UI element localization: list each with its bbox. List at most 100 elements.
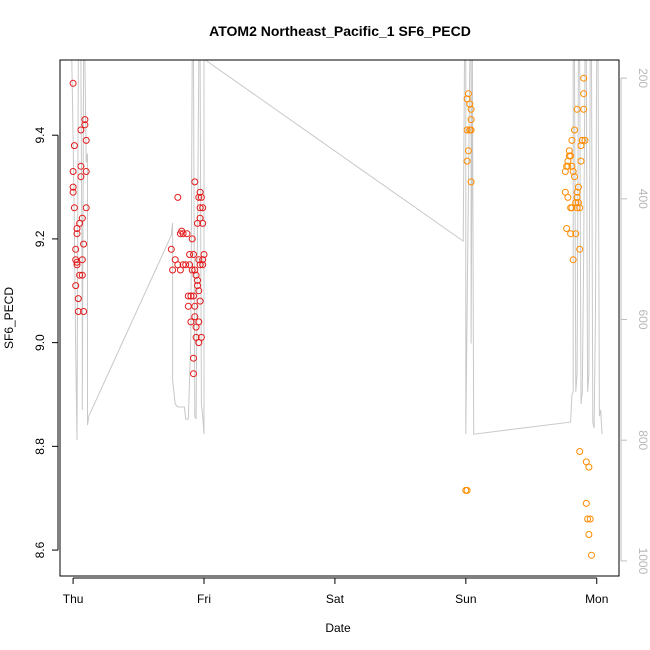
data-point: [574, 199, 582, 207]
data-point: [196, 297, 204, 305]
data-point: [184, 292, 192, 300]
data-point: [564, 193, 572, 201]
data-point: [72, 245, 80, 253]
data-point: [76, 271, 84, 279]
data-point: [567, 152, 575, 160]
data-point: [573, 105, 581, 113]
data-point: [571, 173, 578, 181]
secondary-y-tick-label: 600: [636, 309, 650, 329]
y-tick-label: 8.8: [33, 438, 47, 455]
data-point: [580, 74, 588, 82]
data-point: [80, 308, 88, 315]
data-point: [190, 354, 197, 362]
depth-line: [71, 59, 603, 441]
x-tick-label: Sat: [326, 592, 345, 606]
data-point: [564, 162, 572, 170]
data-point: [174, 193, 182, 201]
data-point: [188, 266, 196, 274]
data-point: [586, 515, 594, 523]
data-point: [195, 193, 203, 201]
data-point: [184, 302, 192, 310]
data-point: [188, 235, 196, 243]
data-point: [573, 188, 581, 196]
data-point: [582, 499, 590, 507]
data-point: [464, 90, 472, 98]
data-point: [78, 256, 86, 264]
data-point: [200, 251, 208, 258]
data-point: [81, 116, 89, 124]
data-point: [467, 105, 475, 113]
x-axis: Thu Fri Sat Sun Mon: [63, 577, 608, 606]
y-tick-label: 9.2: [33, 230, 47, 247]
data-point: [576, 245, 584, 253]
data-point: [190, 251, 197, 258]
data-point: [195, 318, 203, 326]
data-point: [199, 256, 207, 264]
data-point: [588, 551, 595, 559]
x-tick-label: Sun: [455, 592, 476, 606]
y-tick-label: 9.0: [33, 334, 47, 351]
data-point: [568, 136, 576, 144]
data-point: [573, 204, 581, 212]
data-point: [187, 292, 195, 300]
data-point: [194, 282, 201, 290]
data-point: [463, 486, 471, 494]
x-tick-label: Thu: [63, 592, 84, 606]
data-point: [69, 183, 77, 191]
data-point: [568, 162, 576, 170]
data-point: [467, 116, 475, 124]
y-tick-label: 8.6: [33, 541, 47, 558]
data-point: [73, 230, 81, 238]
data-point: [463, 126, 471, 134]
data-point: [74, 295, 82, 303]
data-point: [577, 142, 585, 150]
data-point: [199, 204, 207, 212]
data-point: [69, 168, 77, 175]
data-point: [186, 251, 194, 258]
data-point: [191, 178, 199, 186]
data-point: [574, 183, 582, 191]
data-point: [78, 271, 86, 279]
data-point: [197, 193, 205, 201]
x-axis-label: Date: [325, 621, 351, 635]
data-point: [578, 136, 586, 144]
data-point: [167, 245, 175, 253]
plot-area: [69, 59, 603, 559]
data-point: [191, 266, 199, 274]
data-point: [82, 204, 90, 212]
data-point: [585, 531, 593, 538]
chart-title: ATOM2 Northeast_Pacific_1 SF6_PECD: [209, 23, 471, 39]
data-point: [563, 225, 571, 232]
data-point: [572, 230, 580, 238]
data-point: [70, 204, 78, 212]
data-point: [82, 168, 90, 175]
data-point: [77, 173, 85, 181]
data-point: [573, 193, 581, 201]
data-point: [196, 204, 204, 212]
data-point: [190, 370, 197, 378]
data-point: [571, 126, 578, 134]
data-point: [81, 121, 89, 129]
x-tick-label: Fri: [197, 592, 211, 606]
secondary-y-tick-label: 1000: [636, 548, 650, 575]
data-point: [565, 147, 573, 155]
x-tick-label: Mon: [585, 592, 608, 606]
data-point: [191, 313, 199, 321]
data-point: [195, 256, 203, 264]
data-point: [192, 271, 200, 279]
data-point: [580, 105, 588, 113]
data-point: [72, 282, 80, 290]
data-point-layer: [69, 74, 595, 559]
data-point: [569, 256, 577, 264]
data-point: [69, 188, 77, 196]
data-point: [191, 302, 199, 310]
data-point: [464, 147, 472, 155]
data-point: [77, 162, 85, 170]
data-point: [197, 333, 205, 341]
data-point: [183, 230, 191, 238]
data-point: [466, 100, 474, 108]
data-point: [169, 266, 177, 274]
data-point: [182, 261, 190, 269]
y-axis-label: SF6_PECD: [2, 287, 16, 349]
data-point: [463, 157, 471, 165]
